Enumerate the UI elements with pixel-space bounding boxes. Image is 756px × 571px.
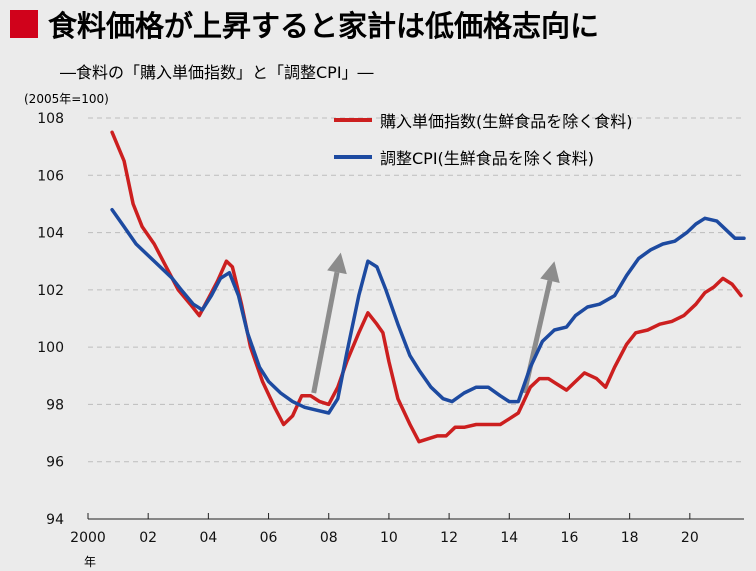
y-tick-label-94: 94: [46, 512, 64, 528]
y-tick-label-108: 108: [37, 111, 64, 127]
y-tick-label-106: 106: [37, 168, 64, 184]
x-tick-label-06: 06: [260, 530, 278, 546]
y-tick-label-98: 98: [46, 397, 64, 413]
x-tick-label-16: 16: [561, 530, 579, 546]
x-tick-label-02: 02: [139, 530, 157, 546]
y-tick-label-100: 100: [37, 340, 64, 356]
x-tick-labels: 2000 02 04 06 08 10 12 14 16 18 20: [70, 530, 699, 546]
x-tick-label-18: 18: [621, 530, 639, 546]
x-tick-label-08: 08: [320, 530, 338, 546]
legend-label-blue: 調整CPI(生鮮食品を除く食料): [380, 149, 594, 168]
grid-layer: [87, 117, 744, 520]
x-axis-unit-label: 年: [84, 555, 96, 569]
x-tick-label-10: 10: [380, 530, 398, 546]
title-accent-square: [10, 10, 38, 38]
x-tick-label-14: 14: [500, 530, 518, 546]
x-tick-label-20: 20: [681, 530, 699, 546]
series-line-purchase-unit-price: [110, 130, 743, 444]
trend-arrow-head-1: [540, 261, 560, 283]
y-axis-unit-label: (2005年=100): [24, 92, 109, 106]
x-tick-label-12: 12: [440, 530, 458, 546]
chart-title: 食料価格が上昇すると家計は低価格志向に: [48, 9, 599, 43]
y-tick-label-102: 102: [37, 283, 64, 299]
trend-arrow-shaft-0: [311, 271, 340, 394]
x-tick-label-04: 04: [199, 530, 217, 546]
trend-arrow-head-0: [327, 252, 347, 275]
y-tick-label-96: 96: [46, 455, 64, 471]
legend: 購入単価指数(生鮮食品を除く食料) 調整CPI(生鮮食品を除く食料): [334, 112, 633, 168]
series-layer: [110, 130, 746, 444]
y-tick-labels: 94 96 98 100 102 104 106 108: [37, 111, 64, 528]
y-tick-label-104: 104: [37, 226, 64, 242]
chart-subtitle: ―食料の「購入単価指数」と「調整CPI」―: [60, 63, 374, 82]
legend-label-red: 購入単価指数(生鮮食品を除く食料): [380, 112, 633, 131]
series-line-adjusted-cpi: [110, 207, 746, 415]
x-tick-label-2000: 2000: [70, 530, 106, 546]
